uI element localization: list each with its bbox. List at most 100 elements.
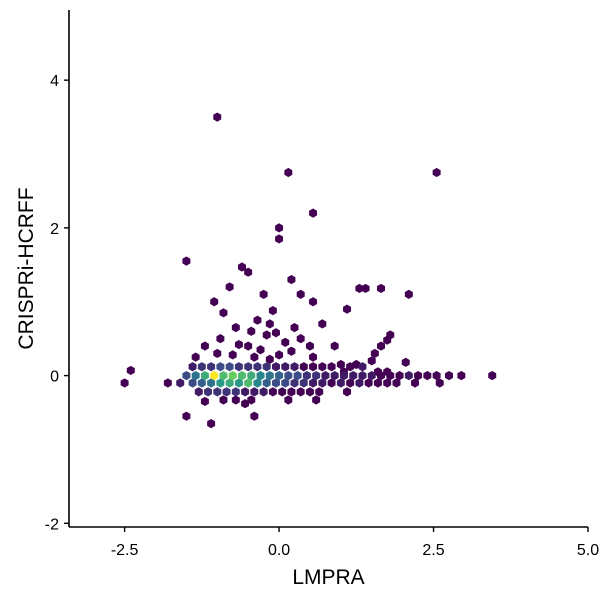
hexbin-cell <box>234 362 243 372</box>
hexbin-cell <box>383 378 392 388</box>
hexbin-cell <box>200 370 209 381</box>
hexbin-cell <box>293 370 302 381</box>
hexbin-cell <box>120 378 129 388</box>
hexbin-cell <box>367 356 376 366</box>
hexbin-cell <box>231 387 240 397</box>
hexbin-cell <box>228 350 237 360</box>
hexbin-cell <box>346 378 355 388</box>
hexbin-cell <box>231 395 240 405</box>
hexbin-cell <box>370 348 379 359</box>
x-tick-label: 5.0 <box>577 542 599 559</box>
hexbin-cell <box>364 378 373 388</box>
hexbin-cell <box>163 378 172 388</box>
hexbin-cell <box>265 319 274 329</box>
hexbin-cell <box>219 395 228 405</box>
hexbin-cell <box>275 370 284 381</box>
hexbin-cell <box>327 362 336 372</box>
hexbin-cell <box>296 289 305 299</box>
hexbin-cell <box>355 378 364 388</box>
hexbin-cell <box>265 354 274 364</box>
hexbin-cell <box>250 387 259 397</box>
hexbin-cell <box>305 387 314 397</box>
hexbin-cell <box>290 378 299 388</box>
hexbin-cell <box>404 289 413 299</box>
hexbin-cell <box>281 378 290 388</box>
hexbin-cell <box>197 362 206 372</box>
hexbin-cell <box>290 362 299 372</box>
hexbin-cell <box>312 370 321 381</box>
hexbin-cell <box>309 297 318 307</box>
axis-ticks: -2.5 0.0 2.5 5.0 -2 0 2 4 <box>45 73 599 559</box>
hexbin-cell <box>302 370 311 381</box>
hexbin-cell <box>349 370 358 381</box>
hexbin-cell <box>358 362 367 372</box>
x-tick-label: -2.5 <box>111 542 139 559</box>
hexbin-cell <box>250 411 259 421</box>
hexbin-cell <box>355 283 364 294</box>
hexbin-cell <box>386 370 395 381</box>
hexbin-cell <box>256 345 265 355</box>
hexbin-cell <box>259 387 268 397</box>
hexbin-cell <box>188 362 197 372</box>
hexbin-cell <box>318 319 327 329</box>
hexbin-cell <box>423 370 432 381</box>
hexbin-cell <box>238 262 246 272</box>
hexbin-cell <box>352 359 361 370</box>
hexbin-cell <box>176 378 185 388</box>
hexbin-cell <box>256 370 265 381</box>
hexbin-cell <box>200 396 209 407</box>
hexbin-cell <box>262 330 271 340</box>
hexbin-cell <box>383 335 392 345</box>
hexbin-cell <box>367 370 376 381</box>
hexbin-cell <box>265 370 274 381</box>
hexbin-cell <box>432 167 441 178</box>
hexbin-cell <box>299 362 308 372</box>
hexbin-cell <box>377 283 385 294</box>
hexbin-cell <box>435 378 444 388</box>
hexbin-cell <box>216 378 225 388</box>
hexbin-cell <box>197 378 206 388</box>
x-tick-label: 0.0 <box>268 542 290 559</box>
hexbin-cell <box>336 359 345 370</box>
hexbin-cell <box>272 362 280 372</box>
hexbin-cell <box>281 362 290 372</box>
hexbin-cell <box>225 362 234 372</box>
hexbin-cell <box>287 274 296 285</box>
hexbin-cell <box>377 341 385 351</box>
hexbin-cell <box>253 362 262 372</box>
hexbin-cell <box>272 378 280 388</box>
hexbin-cell <box>275 223 284 233</box>
hexbin-cell <box>182 411 191 421</box>
hexbin-cell <box>244 267 253 277</box>
hexbin-cell <box>213 387 222 397</box>
hexbin-cell <box>411 378 419 388</box>
hexbin-cell <box>392 378 401 388</box>
hexbin-cell <box>377 370 385 381</box>
hexbin-cell <box>268 387 277 397</box>
hexbin-cell <box>262 378 271 388</box>
hexbin-cell <box>222 387 231 397</box>
hexbin-cell <box>247 395 256 405</box>
hexbin-cell <box>284 395 293 405</box>
hexbin-cell <box>247 370 256 381</box>
hexbin-cell <box>414 370 423 381</box>
hexbin-cell <box>200 341 209 351</box>
hexbin-cell <box>299 378 308 388</box>
hexbin-cell <box>309 208 318 218</box>
hexbin-cell <box>287 387 296 397</box>
y-axis-title: CRISPRi-HCRFF <box>15 187 38 349</box>
hexbin-cell <box>207 378 216 388</box>
hexbin-cell <box>457 370 466 381</box>
hexbin-cell <box>296 334 305 344</box>
y-tick-label: 0 <box>50 369 59 386</box>
hexbin-cell <box>318 362 327 372</box>
hexbin-cell <box>284 370 293 381</box>
hexbin-cell <box>330 370 339 381</box>
hexbin-cell <box>191 370 200 381</box>
hexbin-cell <box>231 322 240 333</box>
hexbin-cell <box>253 378 262 388</box>
hexbin-cell <box>278 387 287 397</box>
x-axis-title: LMPRA <box>292 566 364 589</box>
hexbin-cell <box>339 370 348 381</box>
